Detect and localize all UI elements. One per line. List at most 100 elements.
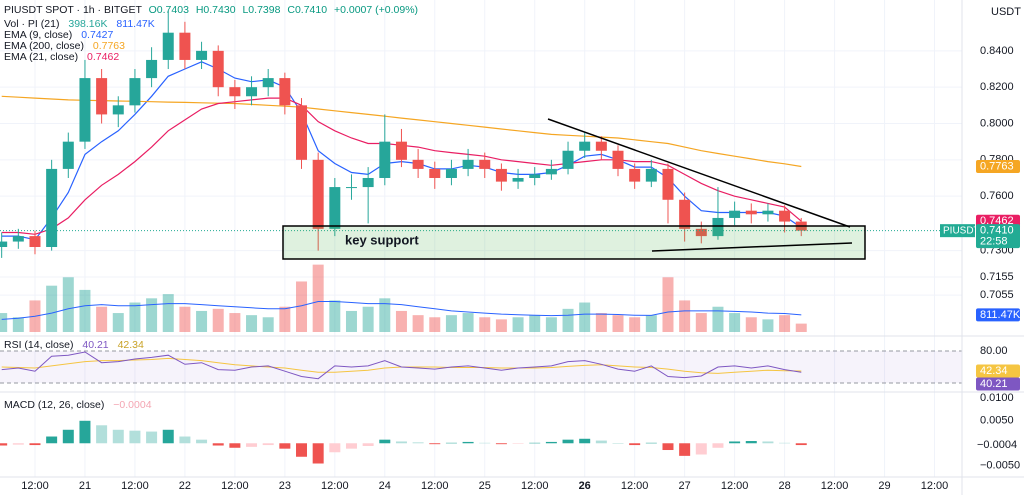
macd-bar (729, 441, 741, 444)
macd-bar (529, 442, 541, 444)
macd-bar (795, 443, 807, 446)
candle-body (329, 187, 341, 229)
volume-bar (579, 302, 591, 332)
macd-bar (29, 443, 41, 446)
x-tick-label: 12:00 (921, 480, 949, 492)
rsi-band (0, 350, 962, 383)
macd-bar (745, 441, 757, 444)
stat: +0.0007 (+0.09%) (334, 4, 418, 16)
legend-row: EMA (9, close) 0.7427 (4, 29, 113, 41)
symbol-tag-label: PIUSDT (943, 225, 980, 236)
candle-body (745, 210, 757, 215)
volume-bar (112, 313, 124, 332)
trend-line (651, 242, 853, 252)
axis-badge-label: 0.7763 (980, 160, 1014, 172)
candle-body (79, 78, 91, 142)
volume-bar (379, 298, 391, 332)
candle-body (196, 50, 208, 60)
legend-value: 42.34 (118, 339, 144, 351)
trend-line (547, 118, 851, 228)
macd-bar (229, 443, 241, 448)
volume-bar (445, 315, 457, 332)
macd-bar (179, 436, 191, 444)
support-zone (282, 225, 866, 260)
candle-body (0, 241, 8, 248)
y-tick-label: 0.7155 (980, 271, 1014, 283)
macd-bar (112, 429, 124, 444)
volume-bar (12, 317, 24, 332)
stat: O0.7403 (149, 4, 189, 16)
macd-bar (362, 443, 374, 446)
candle-body (529, 174, 541, 178)
x-tick-label: 29 (878, 480, 890, 492)
y-tick-label: 0.8200 (980, 81, 1014, 93)
volume-bar (629, 317, 641, 332)
legend-value: 40.21 (82, 339, 108, 351)
axis-badge (976, 160, 1020, 174)
volume-bar (329, 300, 341, 332)
volume-bar (0, 313, 8, 332)
x-tick-label: 25 (479, 480, 491, 492)
axis-badge (976, 364, 1020, 378)
volume-bar (462, 313, 474, 332)
y-tick-label: 0.7600 (980, 190, 1014, 202)
x-tick-label: 12:00 (321, 480, 349, 492)
macd-bar (162, 429, 174, 444)
macd-bar (0, 443, 8, 446)
macd-bar (412, 442, 424, 444)
volume-bar (345, 310, 357, 332)
macd-bar (779, 442, 791, 444)
macd-bar (562, 439, 574, 444)
volume-bar (429, 317, 441, 332)
candle-body (146, 59, 158, 79)
macd-bar (262, 443, 274, 446)
macd-bar (12, 443, 24, 445)
candle-body (629, 168, 641, 182)
macd-bar (545, 441, 557, 444)
candle-body (579, 141, 591, 151)
legend-name: MACD (12, 26, close) (4, 399, 104, 411)
axes: 12:00 21 12:00 22 12:00 23 12:00 24 12:00 25 12:00… (21, 45, 1022, 492)
macd-bar (196, 439, 208, 444)
macd-bar (512, 443, 524, 444)
candle-body (12, 236, 24, 242)
candle-body (296, 105, 308, 160)
legend-value: 811.47K (116, 18, 154, 30)
macd-bar (645, 442, 657, 444)
candle-body (612, 150, 624, 169)
x-tick-label: 22 (179, 480, 191, 492)
volume-ma-line (1, 301, 802, 320)
volume-bar (312, 264, 324, 332)
macd-bar (212, 443, 224, 446)
y-tick-label: 0.7055 (980, 289, 1014, 301)
axis-badge-label: 0.7462 (980, 215, 1014, 227)
macd-bar (462, 441, 474, 444)
volume-bar (79, 289, 91, 332)
volume-bar (212, 308, 224, 332)
candle-body (779, 210, 791, 222)
stat: L0.7398 (242, 4, 280, 16)
volume-bar (595, 313, 607, 332)
macd-bar (445, 442, 457, 444)
volume-bar (362, 306, 374, 332)
y-tick-label: −0.0050 (980, 460, 1020, 472)
volume-bar (229, 313, 241, 332)
volume-bar (296, 281, 308, 332)
candle-body (212, 50, 224, 88)
volume-bar (196, 310, 208, 332)
macd-bar (379, 439, 391, 444)
volume-bar (712, 306, 724, 332)
macd-bar (429, 443, 441, 445)
legend-value: 0.7462 (87, 51, 119, 63)
legend-name: EMA (200, close) (4, 40, 84, 52)
candle-body (495, 168, 507, 182)
candle-body (645, 168, 657, 182)
candle-body (46, 168, 58, 248)
price-badge-label: 0.7410 (980, 225, 1014, 237)
volume-bar (412, 315, 424, 332)
macd-bar (329, 443, 341, 453)
candle-body (262, 78, 274, 88)
axis-unit: USDT (991, 6, 1021, 18)
annotation: key support (345, 232, 419, 247)
